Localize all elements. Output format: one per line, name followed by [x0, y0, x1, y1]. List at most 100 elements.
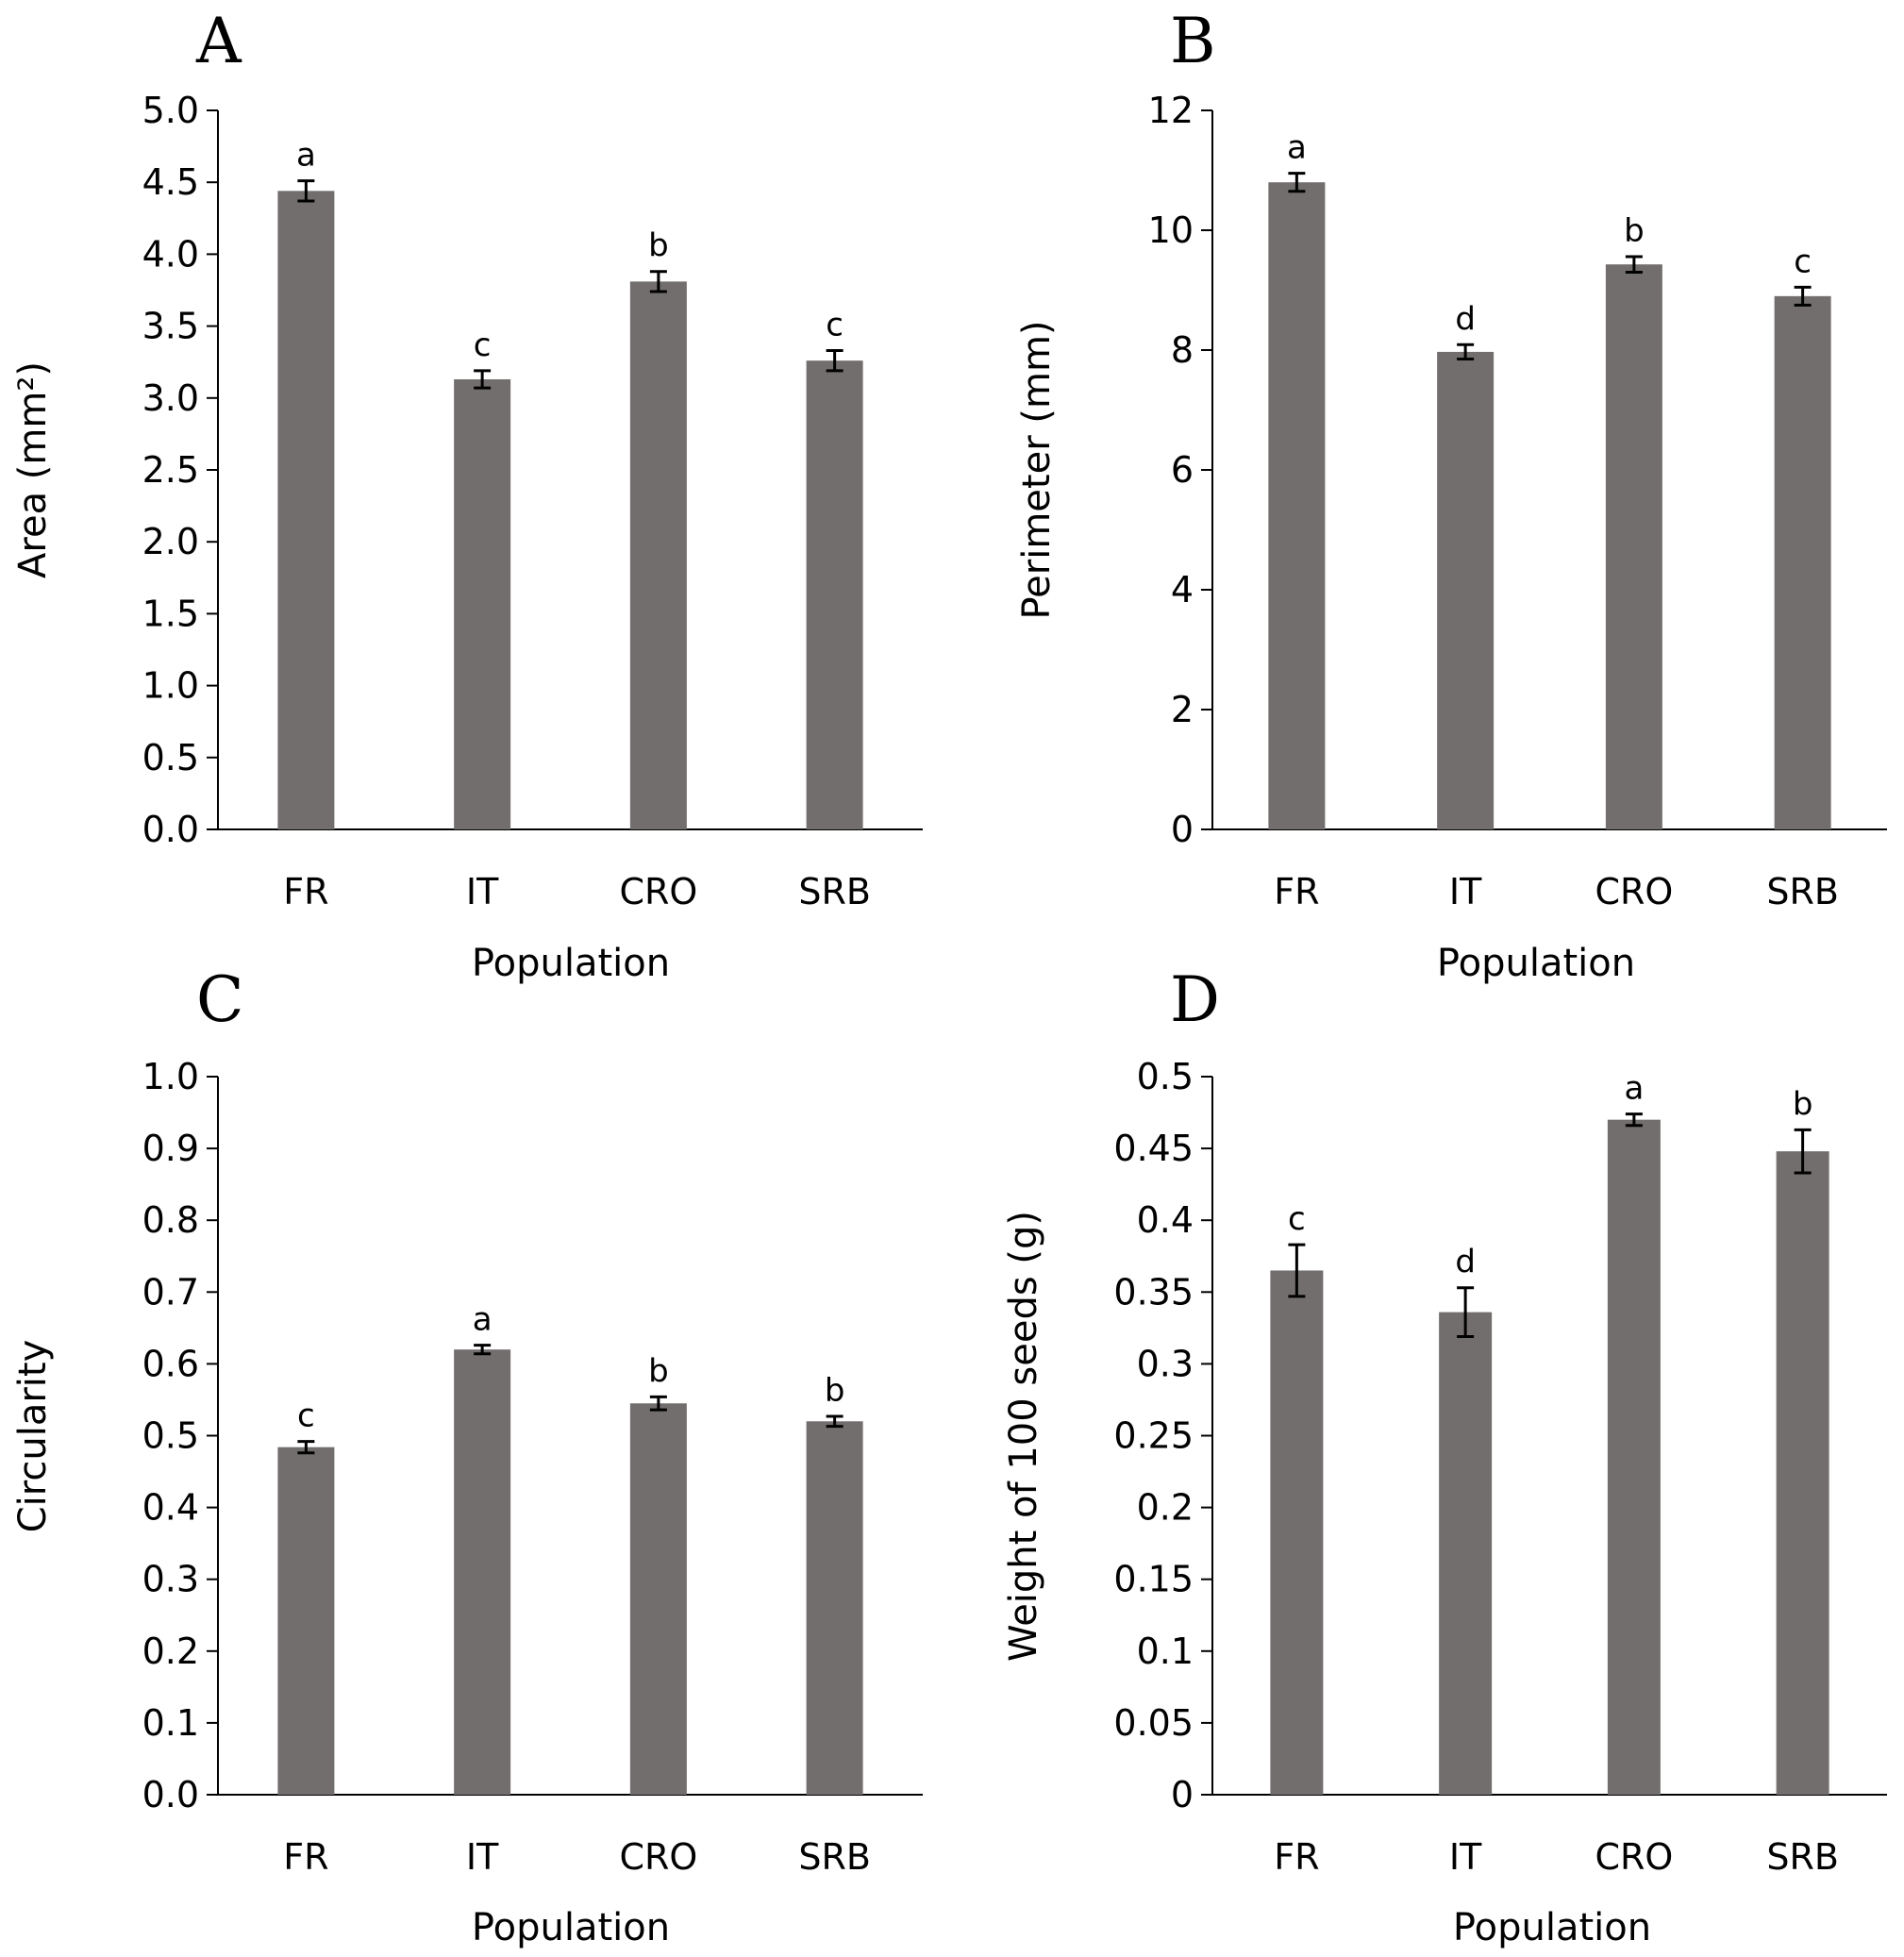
panel-a-y-tick-label: 4.0 — [142, 233, 199, 275]
panel-d-letter: D — [1170, 963, 1220, 1036]
panel-b-bar-fr — [1268, 182, 1326, 829]
panel-c-y-tick-label: 0.2 — [142, 1631, 199, 1672]
panel-a-y-tick-label: 3.5 — [142, 306, 199, 347]
panel-a-y-tick-label: 3.0 — [142, 377, 199, 419]
panel-b-y-tick-label: 0 — [1171, 809, 1194, 850]
panel-d-y-tick-label: 0.15 — [1113, 1559, 1194, 1600]
panel-b-y-tick-label: 8 — [1171, 329, 1194, 371]
panel-c-y-tick-label: 0.3 — [142, 1559, 199, 1600]
panel-c-significance-it: a — [473, 1301, 493, 1339]
panel-d-x-tick-label-cro: CRO — [1595, 1836, 1673, 1878]
panel-c-letter: C — [196, 963, 244, 1036]
panel-b-x-axis-title: Population — [1437, 942, 1635, 985]
panel-c-y-tick-label: 0.9 — [142, 1128, 199, 1169]
panel-c-y-tick-label: 0.8 — [142, 1199, 199, 1241]
panel-c-y-tick-label: 1.0 — [142, 1056, 199, 1097]
panel-d-bar-fr — [1270, 1270, 1324, 1795]
panel-c-significance-fr: c — [297, 1397, 315, 1435]
panel-d-y-tick-label: 0.1 — [1137, 1631, 1194, 1672]
panel-b-x-tick-label-it: IT — [1449, 871, 1482, 912]
panel-a-bar-cro — [629, 281, 687, 830]
panel-c-y-tick-label: 0.4 — [142, 1487, 199, 1529]
panel-c-y-tick-label: 0.5 — [142, 1415, 199, 1457]
panel-c-y-tick-label: 0.7 — [142, 1271, 199, 1313]
panel-b-y-tick-label: 6 — [1171, 449, 1194, 491]
panel-d-significance-cro: a — [1624, 1070, 1644, 1108]
panel-a-bar-fr — [277, 191, 335, 829]
panel-c-bar-cro — [629, 1403, 687, 1795]
panel-c-y-tick-label: 0.0 — [142, 1774, 199, 1815]
panel-b-letter: B — [1170, 5, 1216, 77]
panel-c-bar-it — [454, 1349, 511, 1795]
panel-a-y-tick-label: 1.0 — [142, 665, 199, 707]
panel-d-significance-fr: c — [1288, 1200, 1306, 1238]
panel-a-y-tick-label: 5.0 — [142, 90, 199, 131]
panel-d-significance-it: d — [1455, 1244, 1476, 1281]
panel-a-significance-cro: b — [648, 227, 669, 265]
panel-d-x-tick-label-it: IT — [1449, 1836, 1482, 1878]
panel-b-y-axis-title: Perimeter (mm) — [1015, 320, 1059, 619]
panel-b-bar-srb — [1774, 295, 1831, 830]
panel-c-x-tick-label-srb: SRB — [798, 1836, 871, 1878]
panel-a-x-tick-label-cro: CRO — [619, 871, 697, 912]
panel-a-significance-it: c — [474, 326, 492, 364]
panel-a-significance-fr: a — [296, 137, 316, 175]
panel-c-x-axis-title: Population — [472, 1906, 670, 1949]
panel-d-y-tick-label: 0.25 — [1113, 1415, 1194, 1457]
panel-c-y-axis-title: Circularity — [11, 1340, 55, 1533]
panel-d-bar-cro — [1607, 1119, 1661, 1795]
panel-d-y-tick-label: 0.3 — [1137, 1343, 1194, 1384]
panel-b-y-tick-label: 12 — [1148, 90, 1194, 131]
panel-b-significance-srb: c — [1794, 243, 1812, 280]
panel-c-y-tick-label: 0.6 — [142, 1343, 199, 1384]
panel-d-y-tick-label: 0 — [1171, 1774, 1194, 1815]
panel-d-x-tick-label-fr: FR — [1274, 1836, 1319, 1878]
panel-b-bar-it — [1437, 351, 1495, 829]
panel-d-bar-it — [1439, 1312, 1493, 1795]
panel-b-y-tick-label: 10 — [1148, 209, 1194, 251]
panel-a-y-axis-title: Area (mm²) — [11, 361, 55, 578]
panel-a-significance-srb: c — [826, 307, 843, 344]
panel-b-y-tick-label: 4 — [1171, 569, 1194, 611]
panel-a-letter: A — [195, 5, 242, 77]
panel-c-significance-cro: b — [648, 1352, 669, 1390]
panel-a-y-tick-label: 0.5 — [142, 737, 199, 778]
panel-a-x-tick-label-it: IT — [466, 871, 499, 912]
panel-d-y-tick-label: 0.35 — [1113, 1271, 1194, 1313]
panel-a-bar-it — [454, 378, 511, 829]
panel-a-y-tick-label: 4.5 — [142, 161, 199, 203]
panel-b-x-tick-label-cro: CRO — [1595, 871, 1673, 912]
panel-b-x-tick-label-srb: SRB — [1766, 871, 1839, 912]
panel-c-x-tick-label-cro: CRO — [619, 1836, 697, 1878]
panel-c-y-tick-label: 0.1 — [142, 1702, 199, 1744]
panel-b-significance-cro: b — [1624, 212, 1645, 250]
panel-b-significance-it: d — [1455, 300, 1476, 338]
panel-d-y-tick-label: 0.45 — [1113, 1128, 1194, 1169]
panel-a-x-axis-title: Population — [472, 942, 670, 985]
panel-d-y-tick-label: 0.05 — [1113, 1702, 1194, 1744]
panel-d-y-tick-label: 0.5 — [1137, 1056, 1194, 1097]
panel-a-y-tick-label: 2.0 — [142, 521, 199, 562]
panel-c-x-tick-label-it: IT — [466, 1836, 499, 1878]
panel-b-significance-fr: a — [1287, 129, 1307, 167]
panel-a-y-tick-label: 2.5 — [142, 449, 199, 491]
panel-d-x-tick-label-srb: SRB — [1766, 1836, 1839, 1878]
panel-d-y-tick-label: 0.2 — [1137, 1487, 1194, 1529]
panel-a-y-tick-label: 0.0 — [142, 809, 199, 850]
panel-c-bar-fr — [277, 1447, 335, 1795]
panel-d-y-tick-label: 0.4 — [1137, 1199, 1194, 1241]
panel-d-significance-srb: b — [1793, 1085, 1813, 1123]
panel-b-x-tick-label-fr: FR — [1274, 871, 1319, 912]
panel-c-x-tick-label-fr: FR — [283, 1836, 328, 1878]
panel-d-bar-srb — [1776, 1151, 1829, 1795]
panel-b-bar-cro — [1605, 264, 1662, 829]
panel-a-bar-srb — [806, 360, 863, 829]
panel-d-x-axis-title: Population — [1453, 1906, 1651, 1949]
panel-b-y-tick-label: 2 — [1171, 689, 1194, 730]
panel-d-y-axis-title: Weight of 100 seeds (g) — [1002, 1211, 1045, 1662]
panel-a-x-tick-label-fr: FR — [283, 871, 328, 912]
panel-a-y-tick-label: 1.5 — [142, 593, 199, 634]
panel-c-significance-srb: b — [825, 1372, 845, 1410]
panel-a-x-tick-label-srb: SRB — [798, 871, 871, 912]
panel-c-bar-srb — [806, 1421, 863, 1795]
